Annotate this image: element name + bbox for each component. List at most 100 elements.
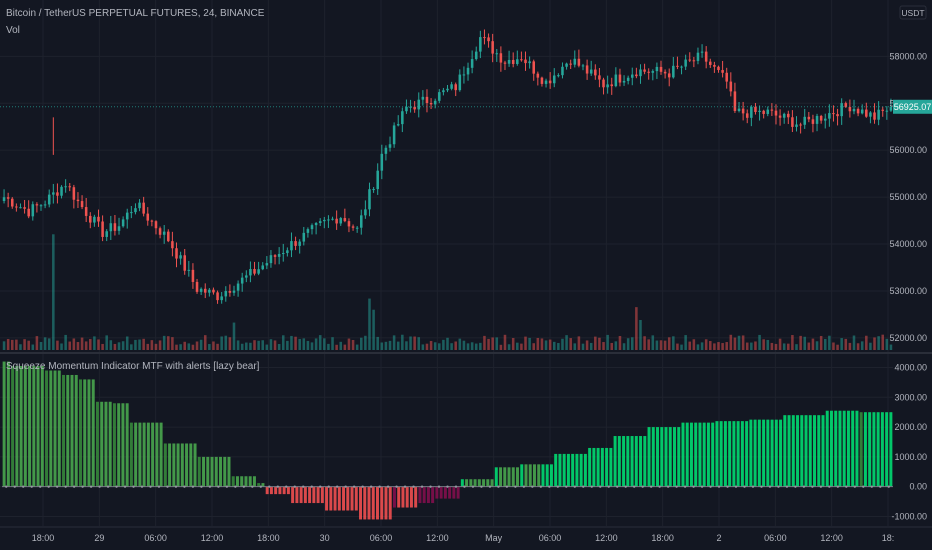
squeeze-dot — [225, 485, 229, 488]
squeeze-dot — [64, 485, 67, 488]
momentum-bar — [499, 467, 503, 487]
squeeze-dot — [845, 485, 848, 488]
volume-bar — [360, 337, 363, 350]
candle-body — [762, 110, 765, 114]
volume-bar — [433, 342, 437, 350]
candle-body — [10, 198, 14, 207]
momentum-bar — [465, 479, 469, 487]
candle-body — [208, 289, 211, 293]
volume-bar — [610, 342, 614, 350]
volume-bar — [224, 335, 228, 350]
momentum-bar — [456, 486, 460, 499]
volume-bar — [819, 335, 823, 350]
momentum-bar — [859, 412, 863, 487]
momentum-bar — [265, 486, 269, 495]
squeeze-dot — [30, 485, 33, 488]
momentum-bar — [401, 486, 405, 508]
momentum-bar — [791, 415, 795, 487]
momentum-bar — [397, 486, 401, 508]
volume-bar — [364, 335, 367, 350]
squeeze-dot — [386, 485, 390, 488]
volume-bar — [130, 344, 133, 350]
volume-bar — [113, 343, 117, 350]
currency-badge[interactable]: USDT — [899, 5, 927, 20]
volume-bar — [31, 344, 35, 350]
momentum-bar — [821, 415, 825, 487]
momentum-bar — [834, 410, 838, 487]
candle-body — [265, 263, 269, 266]
volume-bar — [877, 336, 880, 350]
candle-body — [105, 231, 108, 237]
volume-bar — [672, 336, 675, 350]
volume-bar — [778, 338, 782, 350]
volume-bar — [15, 339, 18, 350]
momentum-bar — [146, 422, 150, 487]
candle-body — [684, 59, 687, 67]
price-tick-label: 52000.00 — [889, 333, 927, 343]
volume-bar — [19, 344, 22, 350]
momentum-bar — [851, 410, 855, 487]
candle-body — [869, 112, 872, 117]
squeeze-dot — [81, 485, 84, 488]
volume-bar — [511, 338, 515, 350]
time-tick-label: 12:00 — [426, 533, 449, 543]
momentum-tick-label: -1000.00 — [891, 511, 927, 521]
candle-body — [807, 116, 811, 120]
candle-body — [881, 109, 885, 111]
candle-body — [306, 229, 310, 233]
momentum-bar — [163, 443, 167, 487]
squeeze-dot — [760, 485, 763, 488]
volume-bar — [865, 335, 868, 350]
candle-body — [401, 111, 404, 125]
candle-body — [503, 62, 507, 64]
candle-body — [704, 51, 708, 62]
squeeze-dot — [582, 485, 585, 488]
volume-bar — [191, 344, 195, 350]
momentum-bar — [359, 486, 363, 520]
momentum-bar — [95, 401, 99, 487]
candle-body — [355, 227, 359, 229]
candle-body — [479, 37, 482, 52]
candle-body — [93, 216, 96, 223]
momentum-bar — [490, 479, 494, 487]
momentum-bar — [376, 486, 379, 520]
candle-body — [429, 102, 433, 105]
momentum-bar — [74, 374, 78, 487]
volume-bar — [331, 337, 334, 350]
candle-body — [651, 71, 655, 73]
squeeze-dot — [149, 485, 152, 488]
momentum-tick-label: 2000.00 — [894, 422, 927, 432]
candle-body — [191, 269, 195, 282]
volume-bar — [47, 338, 51, 350]
candle-body — [327, 219, 330, 221]
momentum-bar — [206, 456, 210, 487]
candle-body — [860, 109, 864, 114]
volume-bar — [339, 341, 343, 350]
squeeze-dot — [870, 485, 873, 488]
momentum-bar — [363, 486, 367, 520]
volume-bar — [836, 344, 839, 350]
momentum-bar — [367, 486, 371, 520]
volume-bar — [323, 338, 326, 350]
momentum-bar — [257, 483, 261, 487]
candle-body — [318, 221, 322, 224]
squeeze-dot — [200, 485, 203, 488]
volume-bar — [741, 335, 745, 350]
volume-bar — [754, 341, 757, 350]
momentum-tick-label: 3000.00 — [894, 392, 927, 402]
volume-bar — [680, 344, 683, 350]
candle-body — [741, 108, 745, 114]
momentum-bar — [168, 443, 172, 487]
momentum-bar — [431, 486, 435, 504]
candle-body — [80, 201, 84, 208]
candle-body — [499, 53, 503, 63]
volume-bar — [889, 344, 893, 350]
volume-bar — [536, 337, 540, 350]
candle-body — [392, 125, 396, 145]
squeeze-dot — [123, 485, 127, 488]
candle-body — [384, 147, 388, 154]
volume-bar — [766, 339, 770, 350]
candle-body — [803, 116, 806, 125]
momentum-bar — [155, 422, 159, 487]
momentum-bar — [520, 464, 524, 487]
